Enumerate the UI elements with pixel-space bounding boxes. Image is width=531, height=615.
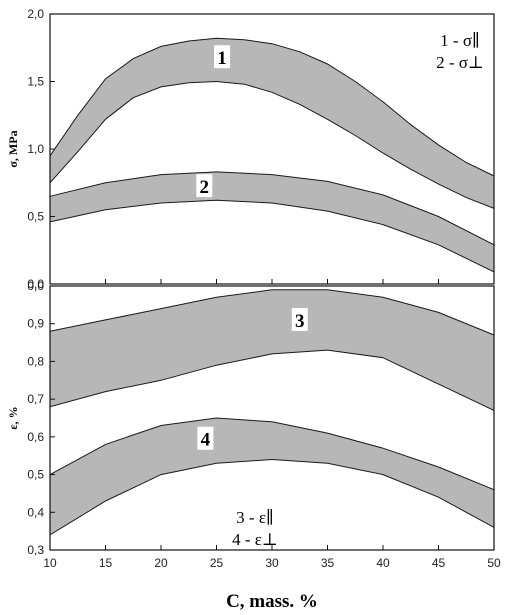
x-tick-label: 10 [43, 556, 57, 570]
y-tick-label: 1,0 [27, 142, 44, 156]
y-tick-label: 0,0 [27, 279, 44, 293]
y-tick-label: 0,5 [27, 210, 44, 224]
y-axis-label: ε, % [6, 406, 20, 429]
y-tick-label: 0,7 [27, 392, 44, 406]
x-tick-label: 50 [487, 556, 501, 570]
y-tick-label: 2,0 [27, 7, 44, 21]
legend-entry: 2 - σ⊥ [436, 53, 484, 72]
strain-panel: 0,30,40,50,60,70,80,90,010 15 20 25 30 35 40 45… [6, 279, 501, 570]
x-tick-label: 30 [265, 556, 279, 570]
legend-entry: 3 - ε∥ [236, 508, 274, 527]
band-2 [49, 171, 495, 273]
band-label-3: 3 [295, 311, 305, 332]
y-axis-label: σ, MPa [6, 130, 20, 167]
y-tick-label: 1,5 [27, 75, 44, 89]
x-tick-label: 15 [99, 556, 113, 570]
y-tick-label: 0,4 [27, 505, 44, 519]
legend-entry: 4 - ε⊥ [232, 530, 278, 549]
x-tick-label: 20 [154, 556, 168, 570]
band-label-background [196, 174, 213, 198]
legend-entry: 1 - σ∥ [440, 31, 480, 50]
y-tick-label: 0,8 [27, 354, 44, 368]
band-label-4: 4 [201, 430, 211, 451]
y-tick-label: 0,0 [27, 277, 44, 291]
stress-panel: 0,0 0,5 1,0 1,5 2,0 σ, MPa 1 2 1 - σ∥ 2 - σ⊥ [6, 7, 495, 291]
x-tick-label: 25 [210, 556, 224, 570]
x-tick-label: 35 [321, 556, 335, 570]
band-label-background [214, 45, 231, 69]
band-label-background [291, 307, 308, 331]
band-3 [49, 289, 495, 412]
band-label-2: 2 [200, 177, 210, 198]
y-tick-label: 0,5 [27, 468, 44, 482]
x-tick-label: 40 [376, 556, 390, 570]
band-label-background [197, 426, 214, 450]
y-tick-label: 0,9 [27, 317, 44, 331]
y-tick-label: 0,3 [27, 543, 44, 557]
y-tick-label: 0,6 [27, 430, 44, 444]
band-label-1: 1 [217, 48, 227, 69]
x-axis-label: C, mass. % [226, 591, 318, 612]
x-tick-label: 45 [432, 556, 446, 570]
